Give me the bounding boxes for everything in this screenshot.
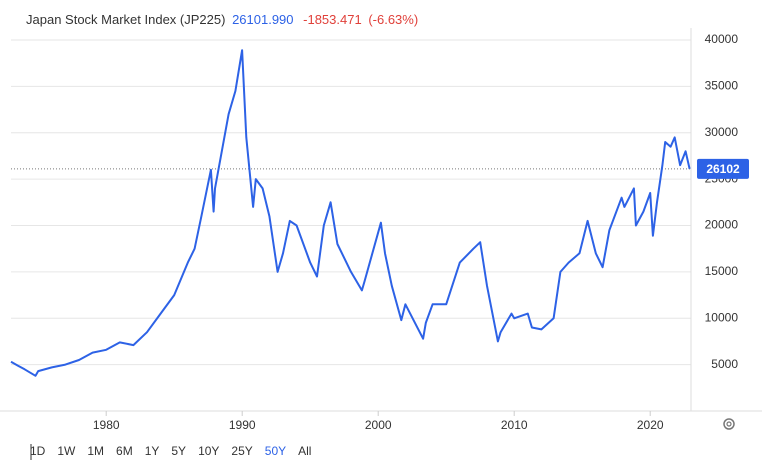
gear-hub[interactable]	[726, 421, 732, 427]
range-button[interactable]: 5Y	[171, 444, 186, 458]
range-button[interactable]: 1D	[30, 444, 46, 458]
last-price-badge	[697, 158, 749, 179]
x-tick-label: 2020	[637, 418, 664, 432]
range-button[interactable]: 10Y	[198, 444, 219, 458]
range-button[interactable]: 1W	[57, 444, 76, 458]
range-button[interactable]: 1Y	[145, 444, 160, 458]
range-button[interactable]: 50Y	[265, 444, 286, 458]
x-tick-label: 2010	[501, 418, 528, 432]
quote-header: Japan Stock Market Index (JP225) 26101.9…	[26, 12, 418, 27]
last-price-label: 26102	[706, 162, 740, 176]
gear[interactable]	[723, 418, 735, 430]
range-button[interactable]: 25Y	[231, 444, 252, 458]
y-tick-label: 30000	[705, 125, 739, 139]
price-line	[10, 49, 691, 377]
x-tick-label: 1990	[229, 418, 256, 432]
change: -1853.471	[303, 12, 362, 27]
y-tick-label: 15000	[705, 264, 739, 278]
x-tick-label: 1980	[93, 418, 120, 432]
y-tick-label: 40000	[705, 32, 739, 46]
y-tick-label: 20000	[705, 218, 739, 232]
range-button[interactable]: 6M	[116, 444, 133, 458]
change-pct: (-6.63%)	[368, 12, 419, 27]
y-tick-label: 10000	[705, 310, 739, 324]
settings-icon[interactable]	[723, 418, 735, 430]
price: 26101.990	[232, 12, 294, 27]
x-tick-label: 2000	[365, 418, 392, 432]
y-tick-label: 5000	[711, 357, 738, 371]
title: Japan Stock Market Index (JP225)	[26, 12, 226, 27]
range-button[interactable]: All	[298, 444, 311, 458]
y-tick-label: 35000	[705, 79, 739, 93]
range-button[interactable]: 1M	[87, 444, 104, 458]
